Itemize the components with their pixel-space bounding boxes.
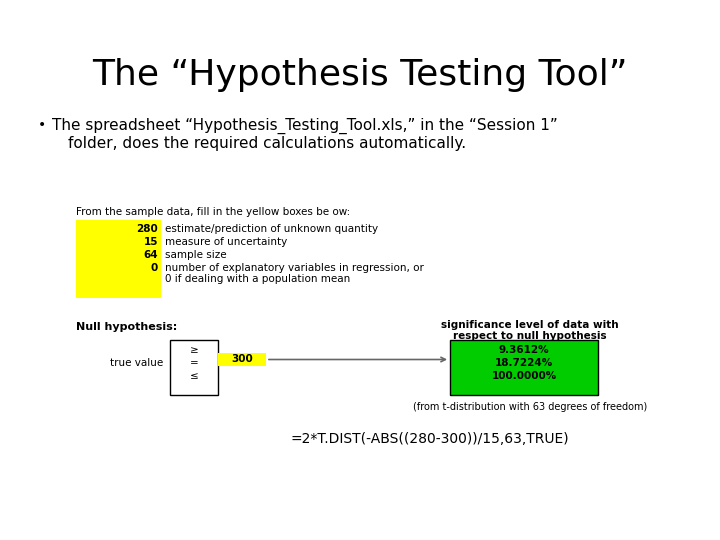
Text: respect to null hypothesis: respect to null hypothesis xyxy=(453,331,607,341)
Text: significance level of data with: significance level of data with xyxy=(441,320,618,330)
Bar xyxy=(218,353,266,366)
Text: 280: 280 xyxy=(136,224,158,234)
Text: 18.7224%: 18.7224% xyxy=(495,358,553,368)
Text: 100.0000%: 100.0000% xyxy=(491,371,557,381)
Text: true value: true value xyxy=(109,358,163,368)
FancyArrowPatch shape xyxy=(269,357,446,362)
Text: From the sample data, fill in the yellow boxes be ow:: From the sample data, fill in the yellow… xyxy=(76,207,350,217)
Text: Null hypothesis:: Null hypothesis: xyxy=(76,322,177,332)
Text: 0 if dealing with a population mean: 0 if dealing with a population mean xyxy=(165,274,350,284)
Text: 0: 0 xyxy=(150,263,158,273)
Text: measure of uncertainty: measure of uncertainty xyxy=(165,237,287,247)
Text: The “Hypothesis Testing Tool”: The “Hypothesis Testing Tool” xyxy=(92,58,628,92)
Text: •: • xyxy=(38,118,46,132)
Bar xyxy=(76,220,161,298)
Text: The spreadsheet “Hypothesis_Testing_Tool.xls,” in the “Session 1”: The spreadsheet “Hypothesis_Testing_Tool… xyxy=(52,118,558,134)
Text: sample size: sample size xyxy=(165,250,227,260)
Text: 64: 64 xyxy=(143,250,158,260)
Text: 9.3612%: 9.3612% xyxy=(499,345,549,355)
Text: folder, does the required calculations automatically.: folder, does the required calculations a… xyxy=(68,136,466,151)
Text: =2*T.DIST(-ABS((280-300))/15,63,TRUE): =2*T.DIST(-ABS((280-300))/15,63,TRUE) xyxy=(291,432,570,446)
Text: =: = xyxy=(189,358,199,368)
Text: 300: 300 xyxy=(231,354,253,364)
Bar xyxy=(170,340,218,395)
Bar xyxy=(450,340,598,395)
Text: (from t-distribution with 63 degrees of freedom): (from t-distribution with 63 degrees of … xyxy=(413,402,647,412)
Text: ≥: ≥ xyxy=(189,345,199,355)
Text: number of explanatory variables in regression, or: number of explanatory variables in regre… xyxy=(165,263,424,273)
Text: estimate/prediction of unknown quantity: estimate/prediction of unknown quantity xyxy=(165,224,378,234)
Text: ≤: ≤ xyxy=(189,371,199,381)
Text: 15: 15 xyxy=(143,237,158,247)
